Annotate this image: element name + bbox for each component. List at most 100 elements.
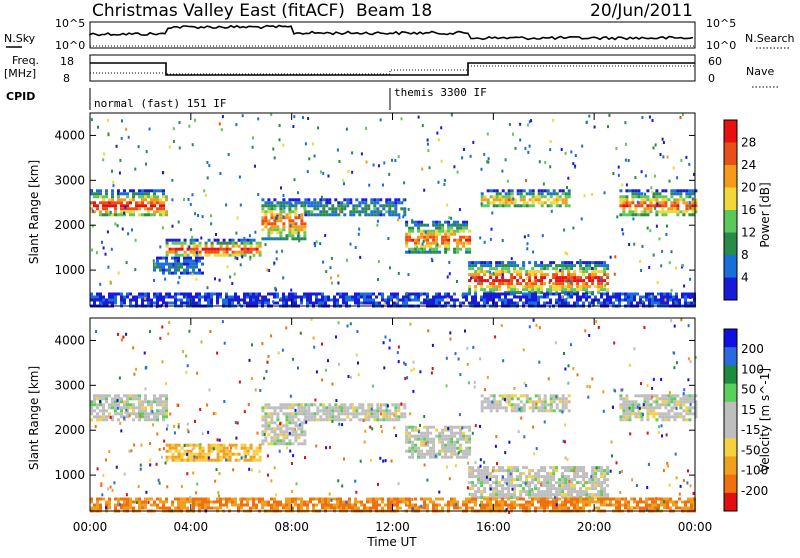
echo-cell (528, 490, 531, 493)
echo-cell (129, 207, 132, 210)
echo-cell (328, 213, 331, 216)
echo-cell (195, 296, 198, 299)
echo-cell (429, 233, 432, 236)
echo-cell (456, 456, 459, 459)
colorbar-segment (724, 188, 737, 211)
echo-cell (429, 230, 432, 233)
echo-cell (541, 189, 544, 192)
echo-cell (564, 469, 567, 472)
echo-cell (180, 501, 183, 504)
echo-cell (507, 498, 510, 501)
echo-cell (513, 466, 516, 469)
echo-cell (510, 478, 513, 481)
echo-cell (588, 285, 591, 288)
colorbar-segment (724, 278, 737, 301)
echo-cell (105, 504, 108, 507)
echo-cell (667, 397, 670, 400)
echo-cell (579, 296, 582, 299)
echo-cell (180, 293, 183, 296)
echo-cell (564, 302, 567, 305)
echo-cell (328, 415, 331, 418)
echo-cell (420, 450, 423, 453)
echo-cell (689, 206, 691, 209)
echo-cell (570, 288, 573, 291)
echo-cell (282, 276, 284, 279)
echo-cell (405, 435, 408, 438)
echo-cell (267, 501, 270, 504)
echo-cell (523, 409, 526, 412)
echo-cell (657, 498, 660, 501)
echo-cell (265, 243, 267, 246)
echo-cell (513, 288, 516, 291)
echo-cell (318, 501, 321, 504)
echo-cell (591, 466, 594, 469)
echo-cell (448, 261, 450, 264)
echo-cell (594, 264, 597, 267)
echo-cell (99, 397, 102, 400)
echo-cell (444, 236, 447, 239)
echo-cell (312, 293, 315, 296)
echo-cell (537, 288, 540, 291)
echo-cell (432, 224, 435, 227)
echo-cell (513, 478, 516, 481)
echo-cell (93, 192, 96, 195)
echo-cell (273, 427, 276, 430)
echo-cell (120, 400, 123, 403)
echo-cell (456, 230, 459, 233)
echo-cell (468, 469, 471, 472)
echo-cell (550, 195, 553, 198)
echo-cell (603, 472, 606, 475)
echo-cell (178, 453, 181, 456)
colorbar-tick-label: 16 (741, 203, 756, 217)
echo-cell (166, 254, 169, 257)
echo-cell (663, 504, 666, 507)
echo-cell (184, 254, 187, 257)
echo-cell (527, 151, 529, 154)
echo-cell (93, 302, 96, 305)
echo-cell (572, 162, 574, 165)
echo-cell (537, 296, 540, 299)
echo-cell (282, 424, 285, 427)
echo-cell (93, 403, 96, 406)
echo-cell (543, 282, 546, 285)
echo-cell (597, 481, 600, 484)
echo-cell (687, 302, 690, 305)
echo-cell (387, 299, 390, 302)
echo-cell (141, 504, 144, 507)
echo-cell (364, 207, 367, 210)
echo-cell (555, 469, 558, 472)
echo-cell (474, 293, 477, 296)
echo-cell (609, 498, 612, 501)
echo-cell (493, 397, 496, 400)
echo-cell (637, 195, 640, 198)
echo-cell (267, 201, 270, 204)
echo-cell (438, 498, 441, 501)
echo-cell (261, 424, 264, 427)
echo-cell (324, 299, 327, 302)
echo-cell (96, 251, 98, 254)
echo-cell (333, 504, 336, 507)
echo-cell (495, 293, 498, 296)
echo-cell (162, 204, 165, 207)
echo-cell (658, 403, 661, 406)
echo-cell (102, 158, 104, 161)
echo-cell (150, 418, 153, 421)
echo-cell (267, 427, 270, 430)
echo-cell (93, 409, 96, 412)
echo-cell (276, 302, 279, 305)
echo-cell (664, 415, 667, 418)
echo-cell (556, 403, 559, 406)
echo-cell (318, 299, 321, 302)
echo-cell (631, 192, 634, 195)
echo-cell (591, 498, 594, 501)
echo-cell (691, 210, 694, 213)
echo-cell (570, 296, 573, 299)
echo-cell (528, 504, 531, 507)
echo-cell (333, 507, 336, 510)
echo-cell (168, 507, 171, 510)
echo-cell (516, 273, 519, 276)
echo-cell (615, 507, 618, 510)
echo-cell (522, 302, 525, 305)
echo-cell (634, 195, 637, 198)
echo-cell (519, 296, 522, 299)
